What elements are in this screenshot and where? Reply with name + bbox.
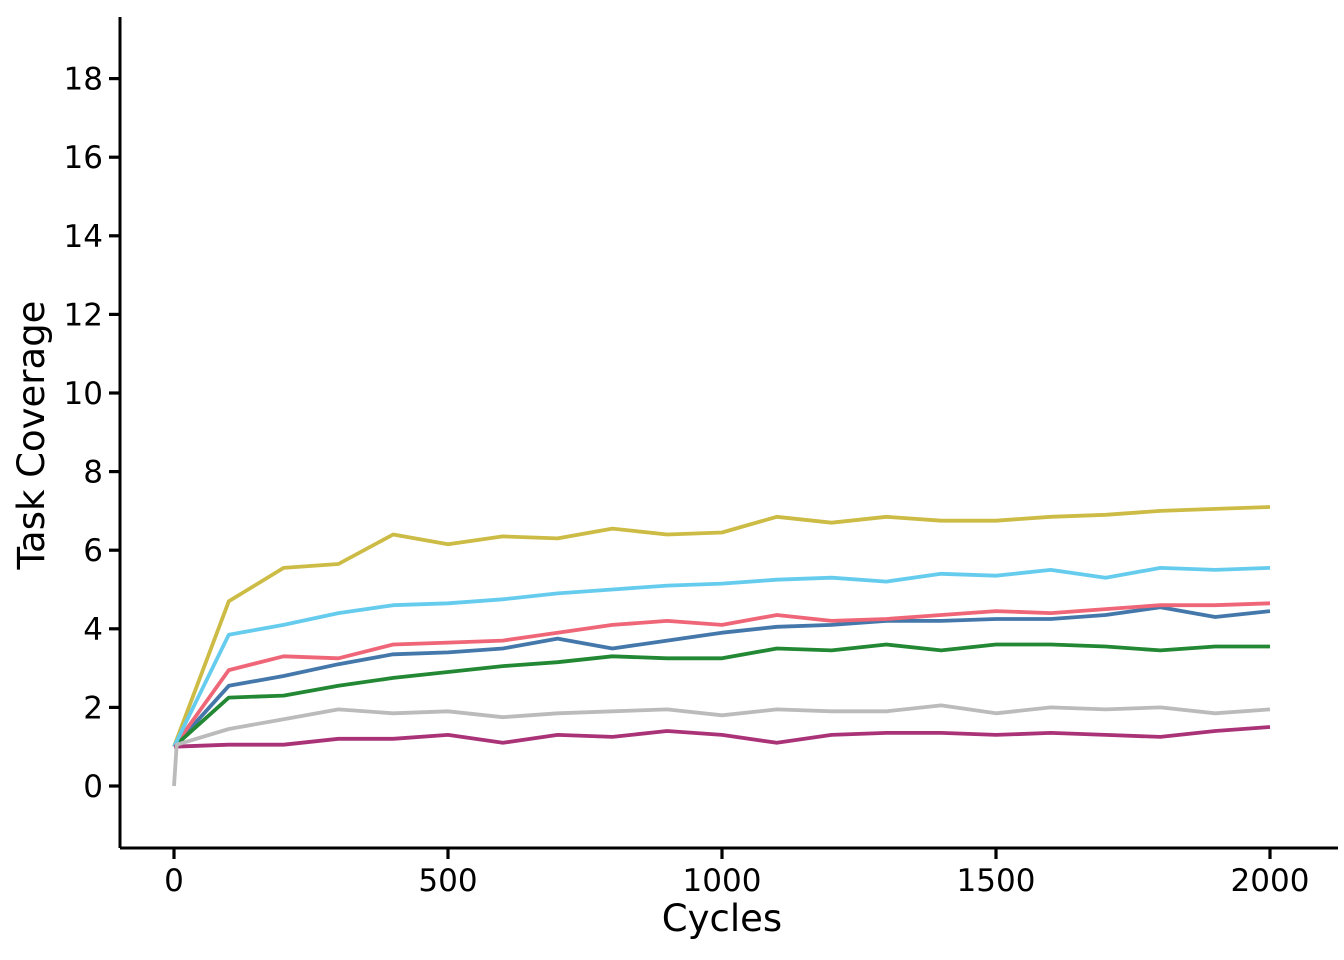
series-line-yellow: [172, 505, 1271, 748]
y-tick-label: 12: [64, 297, 103, 333]
x-tick-label: 0: [164, 863, 184, 899]
y-tick-label: 10: [64, 376, 103, 412]
series-line-cyan: [172, 566, 1271, 748]
x-tick-label: 2000: [1231, 863, 1310, 899]
y-tick-label: 14: [64, 219, 103, 255]
y-tick-label: 16: [64, 140, 103, 176]
axis-labels: Cycles Task Coverage: [10, 301, 782, 940]
y-tick-label: 0: [83, 769, 103, 805]
y-tick-label: 8: [83, 455, 103, 491]
series-line-purple: [173, 725, 1271, 749]
y-tick-label: 2: [83, 690, 103, 726]
series-line-red: [172, 601, 1271, 748]
y-tick-label: 6: [83, 533, 103, 569]
series-line-blue: [172, 605, 1271, 748]
series-layer: [172, 505, 1271, 787]
x-tick-label: 1000: [683, 863, 762, 899]
x-axis-label: Cycles: [662, 897, 782, 940]
series-line-green: [172, 642, 1270, 749]
y-tick-label: 18: [64, 62, 103, 98]
x-tick-label: 1500: [957, 863, 1036, 899]
y-axis-label: Task Coverage: [10, 301, 53, 571]
y-tick-label: 4: [83, 612, 103, 648]
series-line-grey: [172, 703, 1271, 787]
x-tick-label: 500: [418, 863, 477, 899]
axes-layer: 0 500 1000 1500 2000 0 2 4 6 8 10 12 14 16 18: [64, 17, 1338, 899]
